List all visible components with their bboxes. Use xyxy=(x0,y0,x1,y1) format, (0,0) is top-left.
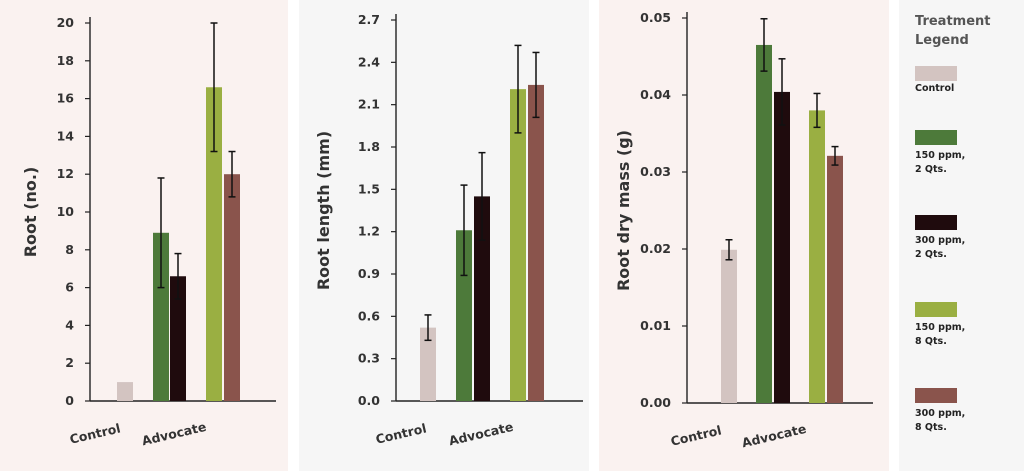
root-number-category-label: Control xyxy=(68,420,122,446)
root-number-tick-label: 0 xyxy=(65,393,74,408)
root-number-tick-label: 16 xyxy=(57,91,75,106)
root-length-tick-label: 1.2 xyxy=(358,224,380,239)
root-dry-mass-y-axis-label: Root dry mass (g) xyxy=(614,130,633,291)
root-number-tick-label: 18 xyxy=(57,53,74,68)
root-dry-mass-bar-5 xyxy=(827,155,843,403)
legend-label-150ppm-8qts: 150 ppm, 8 Qts. xyxy=(915,322,966,347)
root-dry-mass-tick-label: 0.03 xyxy=(640,164,671,179)
root-number-bar-5 xyxy=(224,174,240,401)
root-number-tick-label: 2 xyxy=(65,355,74,370)
root-length-tick-label: 0.6 xyxy=(358,308,380,323)
root-number-tick-label: 20 xyxy=(57,15,75,30)
root-number-bar-2 xyxy=(153,232,169,401)
root-number-tick-label: 14 xyxy=(57,128,75,143)
root-dry-mass-chart: 0.00 0.01 0.02 0.03 0.04 0.05 Root dry mass (g… xyxy=(614,10,873,450)
root-length-panel: 0.0 0.3 0.6 0.9 1.2 1.5 1.8 2.1 2.4 2.7 Root lengt… xyxy=(299,0,589,471)
root-dry-mass-tick-label: 0.05 xyxy=(640,10,671,25)
legend-swatch-300ppm-8qts xyxy=(915,388,957,403)
root-dry-mass-panel: 0.00 0.01 0.02 0.03 0.04 0.05 Root dry mass (g… xyxy=(599,0,889,471)
root-length-bar-2 xyxy=(456,230,472,401)
root-number-bar-1 xyxy=(117,382,133,401)
root-dry-mass-tick-label: 0.02 xyxy=(640,241,671,256)
legend-label-300ppm-8qts: 300 ppm, 8 Qts. xyxy=(915,408,966,433)
legend-label-300ppm-2qts: 300 ppm, 2 Qts. xyxy=(915,235,966,260)
root-length-category-label: Control xyxy=(374,420,428,446)
root-number-y-axis-label: Root (no.) xyxy=(21,167,40,258)
root-number-tick-label: 10 xyxy=(57,204,75,219)
root-length-tick-label: 2.7 xyxy=(358,12,380,27)
legend-label-control: Control xyxy=(915,83,955,94)
root-length-category-label: Advocate xyxy=(447,419,514,448)
root-dry-mass-bar-2 xyxy=(756,44,772,403)
root-length-tick-label: 2.4 xyxy=(358,54,380,69)
root-dry-mass-tick-label: 0.01 xyxy=(640,318,671,333)
legend-swatch-150ppm-8qts xyxy=(915,302,957,317)
root-length-bar-4 xyxy=(510,89,526,402)
root-number-panel: 0 2 4 6 8 10 12 14 16 18 20 Root (no.) Control Advoca… xyxy=(0,0,288,471)
root-dry-mass-bar-3 xyxy=(774,91,790,404)
root-number-tick-label: 12 xyxy=(57,166,74,181)
root-length-tick-label: 0.9 xyxy=(358,266,380,281)
legend-swatch-300ppm-2qts xyxy=(915,215,957,230)
legend-swatch-control xyxy=(915,66,957,81)
root-length-tick-label: 0.0 xyxy=(358,393,380,408)
root-number-chart: 0 2 4 6 8 10 12 14 16 18 20 Root (no.) Control Advoca… xyxy=(21,15,276,448)
legend-swatch-150ppm-2qts xyxy=(915,130,957,145)
root-dry-mass-tick-label: 0.04 xyxy=(640,87,671,102)
legend-title: Treatment Legend xyxy=(915,14,991,48)
legend-label-150ppm-2qts: 150 ppm, 2 Qts. xyxy=(915,150,966,175)
root-number-category-label: Advocate xyxy=(140,419,207,448)
root-dry-mass-category-label: Advocate xyxy=(740,421,807,450)
root-length-chart: 0.0 0.3 0.6 0.9 1.2 1.5 1.8 2.1 2.4 2.7 Root lengt… xyxy=(314,12,583,448)
root-dry-mass-tick-label: 0.00 xyxy=(640,395,671,410)
root-number-bar-4 xyxy=(206,87,222,401)
root-dry-mass-bar-4 xyxy=(809,110,825,404)
root-length-y-axis-label: Root length (mm) xyxy=(314,131,333,290)
root-number-tick-label: 8 xyxy=(65,242,74,257)
root-length-bar-5 xyxy=(528,84,544,402)
root-length-tick-label: 0.3 xyxy=(358,351,380,366)
root-dry-mass-bar-1 xyxy=(721,249,737,403)
root-length-bar-3 xyxy=(474,196,490,401)
root-length-tick-label: 2.1 xyxy=(358,97,380,112)
root-length-tick-label: 1.5 xyxy=(358,181,380,196)
root-dry-mass-category-label: Control xyxy=(669,422,723,448)
root-length-tick-label: 1.8 xyxy=(358,139,380,154)
treatment-legend: Treatment Legend Control 150 ppm, 2 Qts. … xyxy=(899,0,1024,471)
root-number-bar-3 xyxy=(170,276,186,401)
root-number-tick-label: 6 xyxy=(65,280,74,295)
root-number-tick-label: 4 xyxy=(65,317,74,332)
root-length-bar-1 xyxy=(420,327,436,401)
